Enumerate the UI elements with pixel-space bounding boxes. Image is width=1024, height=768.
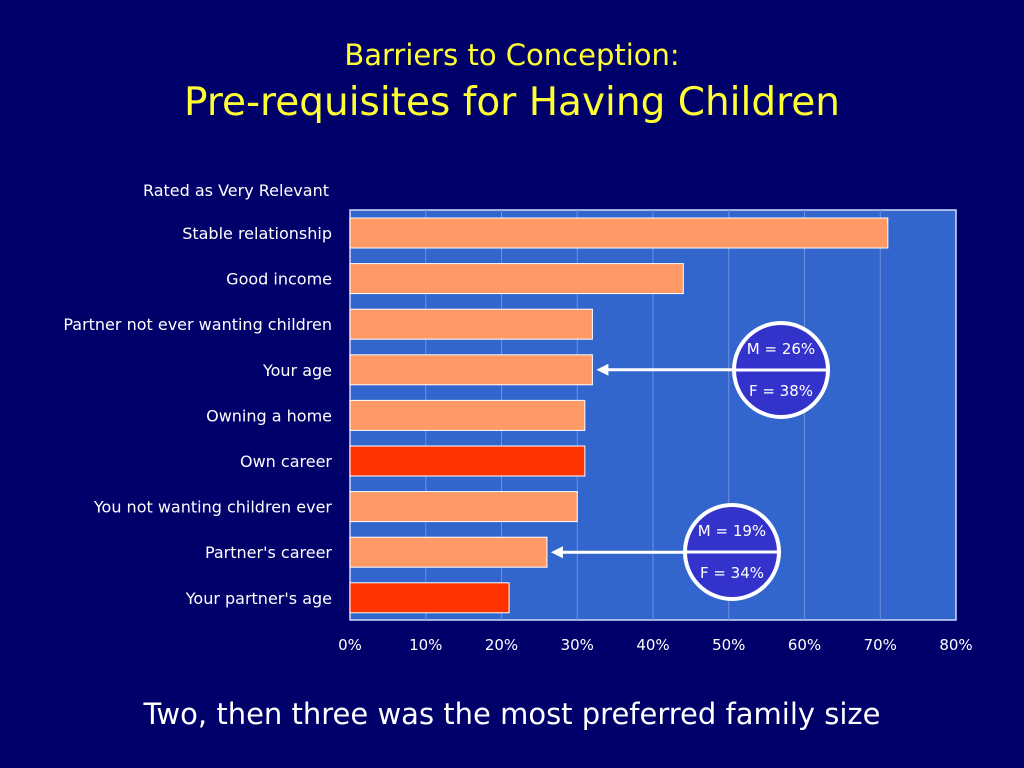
category-label: Partner not ever wanting children bbox=[63, 315, 332, 334]
category-label: Owning a home bbox=[206, 406, 332, 425]
category-label: Good income bbox=[226, 270, 332, 289]
arrow-head bbox=[550, 546, 563, 559]
annotation-top: M = 19% bbox=[698, 522, 766, 540]
x-tick-label: 30% bbox=[561, 636, 594, 654]
annotation-top: M = 26% bbox=[747, 340, 815, 358]
bar bbox=[349, 399, 586, 431]
bar bbox=[349, 445, 586, 477]
x-tick-label: 60% bbox=[788, 636, 821, 654]
x-tick-label: 50% bbox=[712, 636, 745, 654]
annotation-bottom: F = 34% bbox=[700, 564, 764, 582]
category-label: Partner's career bbox=[205, 543, 332, 562]
category-label: Your age bbox=[262, 361, 332, 380]
bar bbox=[349, 308, 593, 340]
footer-note: Two, then three was the most preferred f… bbox=[143, 697, 881, 731]
bar bbox=[349, 263, 684, 295]
arrow-head bbox=[596, 363, 609, 376]
bar bbox=[349, 217, 889, 249]
chart-subtitle: Rated as Very Relevant bbox=[143, 181, 329, 200]
bar bbox=[349, 536, 548, 568]
category-label: Stable relationship bbox=[182, 224, 332, 243]
x-tick-label: 70% bbox=[864, 636, 897, 654]
bar bbox=[349, 491, 578, 523]
x-tick-label: 0% bbox=[338, 636, 362, 654]
category-label: Own career bbox=[240, 452, 332, 471]
x-tick-label: 40% bbox=[636, 636, 669, 654]
title-line-2: Pre-requisites for Having Children bbox=[183, 80, 840, 125]
x-tick-label: 10% bbox=[409, 636, 442, 654]
bar bbox=[349, 354, 593, 386]
annotation-bottom: F = 38% bbox=[749, 382, 813, 400]
bar-chart: Rated as Very Relevant Stable relationshi… bbox=[63, 181, 972, 654]
category-label: You not wanting children ever bbox=[93, 498, 333, 517]
title-line-1: Barriers to Conception: bbox=[344, 38, 680, 72]
category-label: Your partner's age bbox=[185, 589, 332, 608]
x-tick-label: 80% bbox=[939, 636, 972, 654]
x-tick-label: 20% bbox=[485, 636, 518, 654]
bar bbox=[349, 582, 510, 614]
